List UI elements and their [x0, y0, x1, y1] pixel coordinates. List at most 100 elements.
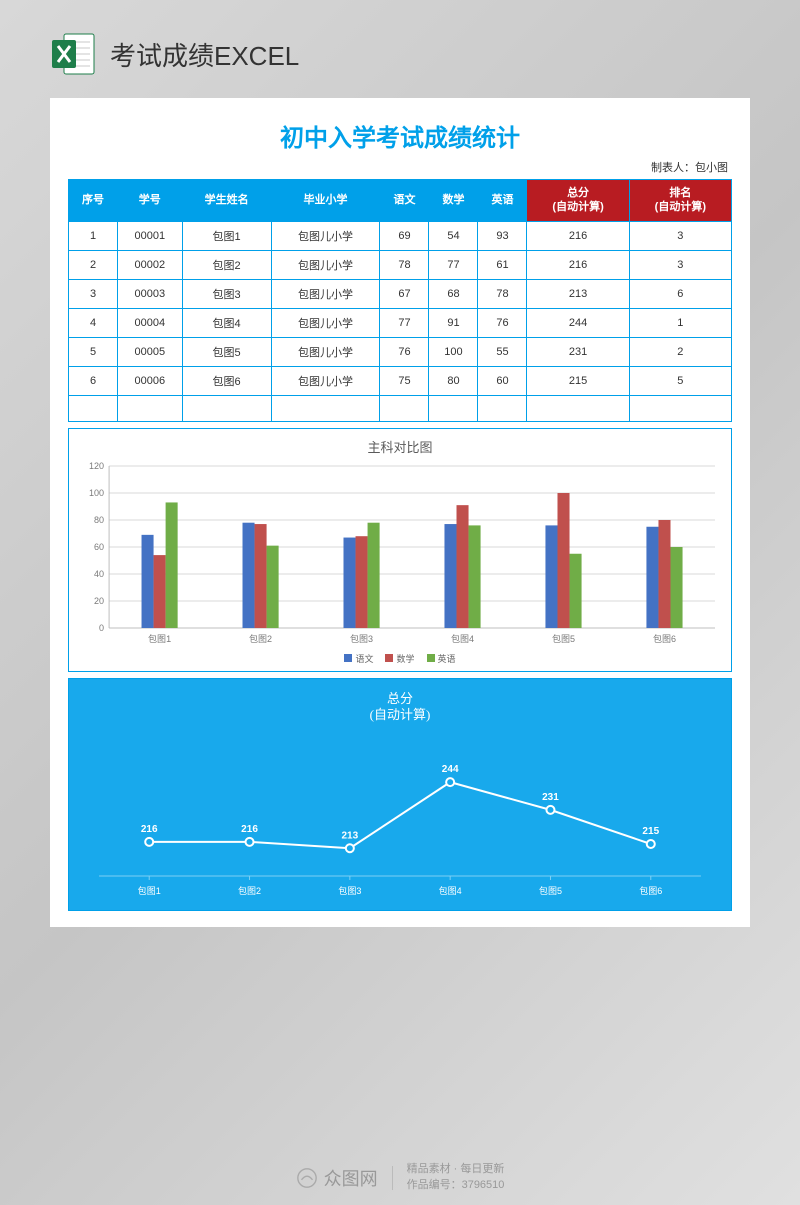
- svg-text:包图6: 包图6: [653, 633, 676, 644]
- divider: [392, 1166, 393, 1190]
- col-header: 学号: [118, 180, 183, 222]
- table-cell: [182, 395, 271, 421]
- table-cell: 00001: [118, 221, 183, 250]
- svg-text:20: 20: [94, 596, 104, 606]
- table-cell: 68: [429, 279, 478, 308]
- table-cell: 69: [380, 221, 429, 250]
- svg-text:100: 100: [89, 488, 104, 498]
- svg-text:80: 80: [94, 515, 104, 525]
- table-cell: 包图儿小学: [271, 337, 380, 366]
- table-cell: 3: [629, 250, 731, 279]
- svg-text:0: 0: [99, 623, 104, 633]
- col-header: 毕业小学: [271, 180, 380, 222]
- table-cell: 00006: [118, 366, 183, 395]
- table-row: 600006包图6包图儿小学7580602155: [69, 366, 732, 395]
- table-cell: 78: [478, 279, 527, 308]
- svg-text:包图2: 包图2: [238, 885, 261, 896]
- table-cell: 55: [478, 337, 527, 366]
- table-cell: 4: [69, 308, 118, 337]
- col-header: 总分(自动计算): [527, 180, 629, 222]
- col-header: 序号: [69, 180, 118, 222]
- table-cell: 00002: [118, 250, 183, 279]
- legend-item: 数学: [385, 652, 414, 665]
- table-cell: 100: [429, 337, 478, 366]
- col-header: 排名(自动计算): [629, 180, 731, 222]
- table-cell: 3: [69, 279, 118, 308]
- table-row: 100001包图1包图儿小学6954932163: [69, 221, 732, 250]
- line-chart: 包图1包图2包图3包图4包图5包图6216216213244231215: [79, 730, 721, 900]
- table-cell: 包图儿小学: [271, 250, 380, 279]
- svg-text:213: 213: [341, 831, 358, 842]
- table-cell: [629, 395, 731, 421]
- table-cell: 77: [429, 250, 478, 279]
- table-cell: 5: [629, 366, 731, 395]
- svg-text:包图3: 包图3: [350, 633, 373, 644]
- score-table: 序号学号学生姓名毕业小学语文数学英语总分(自动计算)排名(自动计算) 10000…: [68, 179, 732, 422]
- table-cell: 215: [527, 366, 629, 395]
- table-cell: 213: [527, 279, 629, 308]
- svg-text:215: 215: [642, 826, 659, 837]
- table-cell: [527, 395, 629, 421]
- footer-meta: 精品素材 · 每日更新 作品编号：3796510: [407, 1162, 505, 1193]
- svg-text:120: 120: [89, 461, 104, 471]
- svg-text:216: 216: [141, 824, 158, 835]
- table-cell: 54: [429, 221, 478, 250]
- legend-item: 语文: [344, 652, 373, 665]
- page-header: 考试成绩EXCEL: [0, 0, 800, 98]
- table-cell: 00004: [118, 308, 183, 337]
- table-cell: 6: [69, 366, 118, 395]
- svg-text:231: 231: [542, 792, 559, 803]
- svg-text:244: 244: [442, 765, 459, 776]
- table-cell: 6: [629, 279, 731, 308]
- table-cell: [118, 395, 183, 421]
- bar-chart-legend: 语文数学英语: [79, 652, 721, 665]
- author-label: 制表人：包小图: [68, 159, 732, 175]
- table-cell: 78: [380, 250, 429, 279]
- bar-chart-title: 主科对比图: [79, 437, 721, 456]
- table-cell: 80: [429, 366, 478, 395]
- svg-text:包图6: 包图6: [639, 885, 662, 896]
- page-title: 考试成绩EXCEL: [110, 36, 299, 73]
- excel-icon: [50, 30, 98, 78]
- legend-item: 英语: [427, 652, 456, 665]
- svg-text:包图4: 包图4: [439, 885, 462, 896]
- table-cell: 包图儿小学: [271, 366, 380, 395]
- table-cell: [271, 395, 380, 421]
- table-row: 300003包图3包图儿小学6768782136: [69, 279, 732, 308]
- table-cell: [380, 395, 429, 421]
- svg-text:包图5: 包图5: [552, 633, 575, 644]
- table-cell: 91: [429, 308, 478, 337]
- col-header: 英语: [478, 180, 527, 222]
- spreadsheet-card: 初中入学考试成绩统计 制表人：包小图 序号学号学生姓名毕业小学语文数学英语总分(…: [50, 98, 750, 927]
- doc-title: 初中入学考试成绩统计: [68, 118, 732, 153]
- brand-logo: 众图网: [296, 1165, 378, 1191]
- table-cell: 5: [69, 337, 118, 366]
- table-cell: [429, 395, 478, 421]
- table-cell: 244: [527, 308, 629, 337]
- table-cell: 包图5: [182, 337, 271, 366]
- table-cell: 76: [478, 308, 527, 337]
- table-cell: 包图3: [182, 279, 271, 308]
- table-cell: 93: [478, 221, 527, 250]
- table-cell: 包图儿小学: [271, 221, 380, 250]
- table-cell: 216: [527, 221, 629, 250]
- table-row: [69, 395, 732, 421]
- table-cell: 包图儿小学: [271, 279, 380, 308]
- table-row: 200002包图2包图儿小学7877612163: [69, 250, 732, 279]
- table-cell: 2: [69, 250, 118, 279]
- svg-text:包图1: 包图1: [138, 885, 161, 896]
- svg-text:40: 40: [94, 569, 104, 579]
- table-cell: 包图儿小学: [271, 308, 380, 337]
- table-cell: 76: [380, 337, 429, 366]
- table-row: 400004包图4包图儿小学7791762441: [69, 308, 732, 337]
- line-chart-title: 总分(自动计算): [79, 691, 721, 725]
- table-row: 500005包图5包图儿小学76100552312: [69, 337, 732, 366]
- svg-text:包图3: 包图3: [338, 885, 361, 896]
- bar-chart-panel: 主科对比图 020406080100120包图1包图2包图3包图4包图5包图6 …: [68, 428, 732, 672]
- svg-text:60: 60: [94, 542, 104, 552]
- svg-text:包图1: 包图1: [148, 633, 171, 644]
- table-cell: 77: [380, 308, 429, 337]
- table-cell: 1: [69, 221, 118, 250]
- table-cell: 包图6: [182, 366, 271, 395]
- table-cell: 61: [478, 250, 527, 279]
